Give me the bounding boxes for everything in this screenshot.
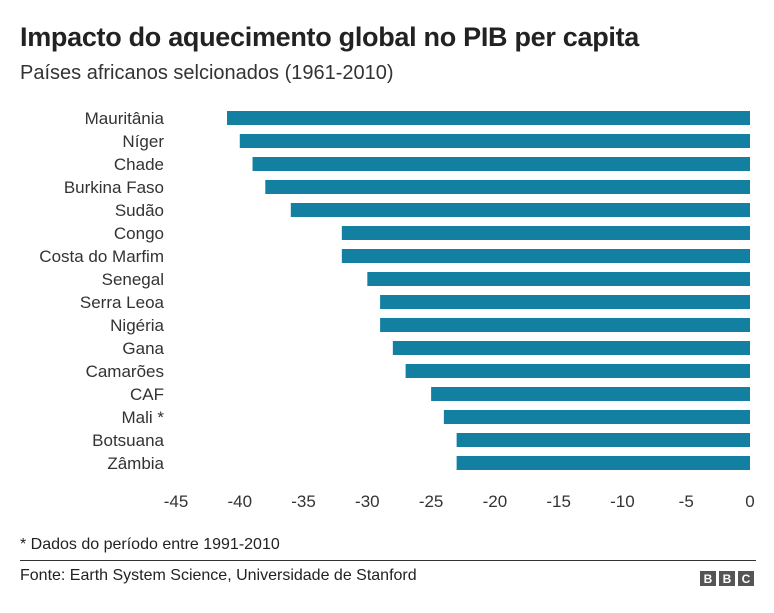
category-label: Congo <box>114 224 164 243</box>
bar <box>227 111 750 125</box>
footnote: * Dados do período entre 1991-2010 <box>20 536 280 553</box>
category-label: Botsuana <box>92 431 164 450</box>
category-label: Camarões <box>86 362 164 381</box>
bar-chart: Mauritânia Níger Chade Burkina Faso Sudão Con… <box>39 109 754 511</box>
bar <box>456 456 750 470</box>
x-tick-label: -35 <box>291 492 316 511</box>
x-tick-label: -15 <box>546 492 571 511</box>
category-label: Costa do Marfim <box>39 247 164 266</box>
chart-title: Impacto do aquecimento global no PIB per… <box>20 22 639 52</box>
x-tick-label: -30 <box>355 492 380 511</box>
bar <box>239 134 750 148</box>
category-label: Mauritânia <box>85 109 165 128</box>
category-label: Serra Leoa <box>80 293 165 312</box>
bar <box>380 295 750 309</box>
bar <box>443 410 750 424</box>
x-tick-label: -10 <box>610 492 635 511</box>
bar <box>380 318 750 332</box>
x-tick-label: -5 <box>679 492 694 511</box>
category-label: Níger <box>122 132 164 151</box>
x-tick-label: -20 <box>483 492 508 511</box>
bar <box>392 341 750 355</box>
bar <box>405 364 750 378</box>
category-label: Senegal <box>102 270 164 289</box>
category-label: Nigéria <box>110 316 164 335</box>
bar <box>252 157 751 171</box>
bar <box>341 226 750 240</box>
bar <box>265 180 750 194</box>
category-label: Sudão <box>115 201 164 220</box>
category-label: Mali * <box>121 408 164 427</box>
category-label: Zâmbia <box>107 454 164 473</box>
x-tick-label: 0 <box>745 492 754 511</box>
x-tick-label: -25 <box>419 492 444 511</box>
category-label: Chade <box>114 155 164 174</box>
bar <box>341 249 750 263</box>
bar <box>431 387 750 401</box>
x-tick-label: -45 <box>164 492 189 511</box>
bar <box>456 433 750 447</box>
category-label: CAF <box>130 385 164 404</box>
chart-subtitle: Países africanos selcionados (1961-2010) <box>20 62 394 84</box>
bar <box>290 203 750 217</box>
bar <box>367 272 750 286</box>
category-label: Gana <box>122 339 164 358</box>
x-tick-label: -40 <box>227 492 252 511</box>
category-label: Burkina Faso <box>64 178 164 197</box>
divider <box>20 560 756 561</box>
source-text: Fonte: Earth System Science, Universidad… <box>20 567 417 584</box>
